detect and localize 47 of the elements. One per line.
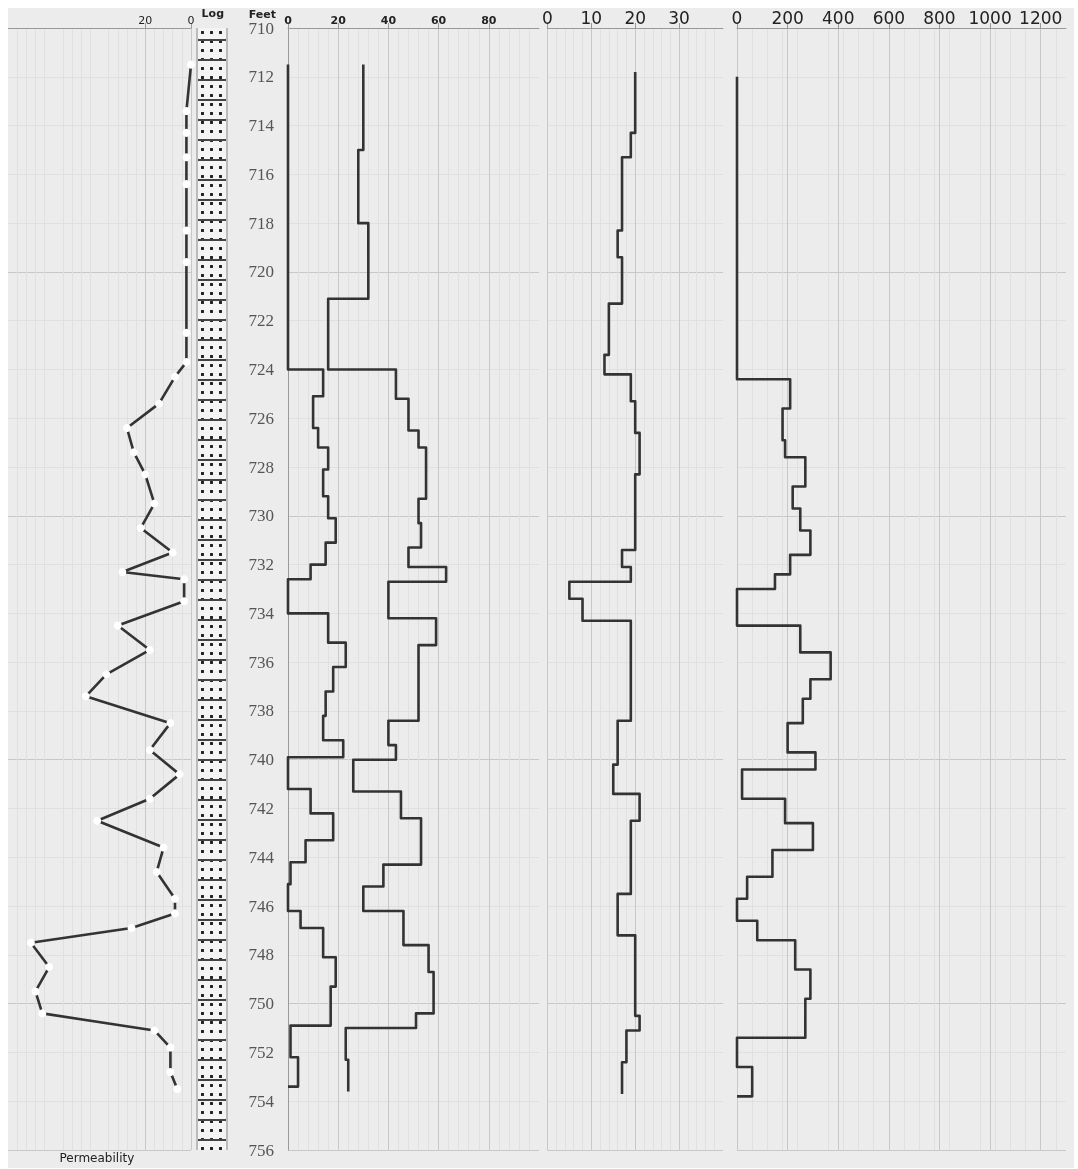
x-tick-label: 1000 (968, 7, 1012, 28)
x-tick-label: 0 (284, 14, 293, 27)
x-tick-label: 10 (580, 7, 603, 28)
y-tick-label: 750 (248, 994, 274, 1014)
y-tick-label: 744 (248, 847, 275, 867)
x-tick-label: 30 (668, 7, 690, 28)
y-tick-label: 714 (248, 116, 275, 136)
x-tick-label: 20 (138, 14, 153, 27)
x-tick-label: 1200 (1019, 7, 1063, 28)
x-tick-label: 60 (430, 14, 447, 27)
y-tick-label: 720 (248, 262, 274, 282)
y-tick-label: 756 (248, 1140, 274, 1160)
x-tick-label: 400 (822, 7, 855, 28)
y-tick-label: 742 (248, 799, 274, 819)
x-tick-label: 0 (731, 7, 743, 28)
x-tick-label: 800 (923, 7, 956, 28)
y-tick-label: 738 (248, 701, 274, 721)
line-series (286, 63, 348, 1088)
y-tick-label: 722 (248, 311, 274, 331)
y-tick-label: 752 (248, 1042, 274, 1062)
x-tick-label: 40 (380, 14, 397, 27)
y-tick-label: 726 (248, 408, 274, 428)
y-tick-label: 736 (248, 652, 274, 672)
y-tick-label: 732 (248, 555, 274, 575)
x-tick-label: 80 (481, 14, 497, 27)
x-tick-label: 20 (624, 7, 647, 28)
y-tick-label: 730 (248, 506, 274, 526)
x-tick-label: 0 (187, 14, 195, 27)
y-tick-label: 748 (248, 945, 274, 965)
x-tick-label: 20 (330, 14, 347, 27)
y-tick-label: 734 (248, 603, 275, 623)
y-tick-label: 724 (248, 359, 275, 379)
y-tick-label: 746 (248, 896, 274, 916)
y-tick-label: 754 (248, 1091, 275, 1111)
x-tick-label: 200 (771, 7, 804, 28)
x-tick-label: 0 (541, 7, 553, 28)
text: Log (201, 7, 225, 20)
y-tick-label: 728 (248, 457, 274, 477)
y-tick-label: 740 (248, 750, 274, 770)
x-axis-title: Permeability (59, 1151, 135, 1165)
y-axis-title: Feet (248, 7, 276, 21)
x-tick-label: 600 (872, 7, 906, 28)
line-series (326, 63, 448, 1093)
y-tick-label: 718 (248, 213, 274, 233)
y-tick-label: 710 (248, 18, 274, 38)
y-tick-label: 716 (248, 164, 274, 184)
y-tick-label: 712 (248, 67, 274, 87)
